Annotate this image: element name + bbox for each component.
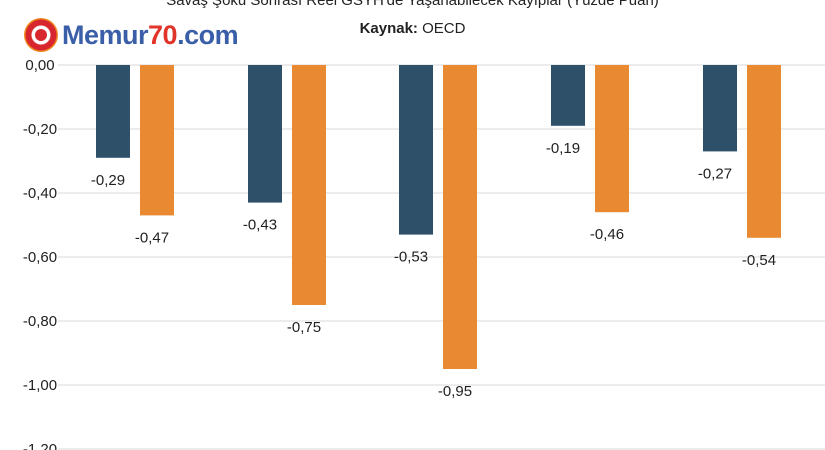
data-label: -0,53 [394, 249, 428, 266]
data-label: -0,75 [287, 319, 321, 336]
bar-series-2 [443, 65, 477, 369]
bar-series-1 [703, 65, 737, 152]
bar-series-1 [248, 65, 282, 203]
bar-series-2 [747, 65, 781, 238]
data-label: -0,95 [438, 383, 472, 400]
bar-series-1 [96, 65, 130, 158]
y-tick-label: -0,20 [23, 121, 57, 138]
data-label: -0,43 [243, 217, 277, 234]
chart-source: Kaynak: OECD [0, 20, 825, 37]
bar-series-2 [595, 65, 629, 213]
data-label: -0,19 [546, 140, 580, 157]
y-tick-label: -0,60 [23, 249, 57, 266]
data-label: -0,46 [590, 226, 624, 243]
logo-badge-icon [24, 18, 58, 52]
bar-series-2 [140, 65, 174, 216]
data-label: -0,47 [135, 229, 169, 246]
y-tick-label: -1,00 [23, 377, 57, 394]
logo-text-main: Memur [62, 19, 149, 50]
chart-title: Savaş Şoku Sonrası Reel GSYH'de Yaşanabi… [166, 0, 659, 9]
y-tick-label: 0,00 [25, 57, 54, 74]
source-value: OECD [422, 20, 466, 37]
site-logo[interactable]: Memur70.com [24, 17, 239, 53]
source-label: Kaynak: [359, 20, 418, 37]
y-tick-label: -1,20 [23, 441, 57, 450]
logo-text-suffix: .com [177, 19, 239, 50]
bar-series-1 [551, 65, 585, 126]
bar-series-1 [399, 65, 433, 235]
data-label: -0,54 [742, 252, 776, 269]
y-tick-label: -0,40 [23, 185, 57, 202]
y-tick-label: -0,80 [23, 313, 57, 330]
logo-text: Memur70.com [62, 19, 239, 51]
bar-series-2 [292, 65, 326, 305]
logo-text-accent: 70 [148, 19, 178, 50]
data-label: -0,27 [698, 165, 732, 182]
data-label: -0,29 [91, 172, 125, 189]
